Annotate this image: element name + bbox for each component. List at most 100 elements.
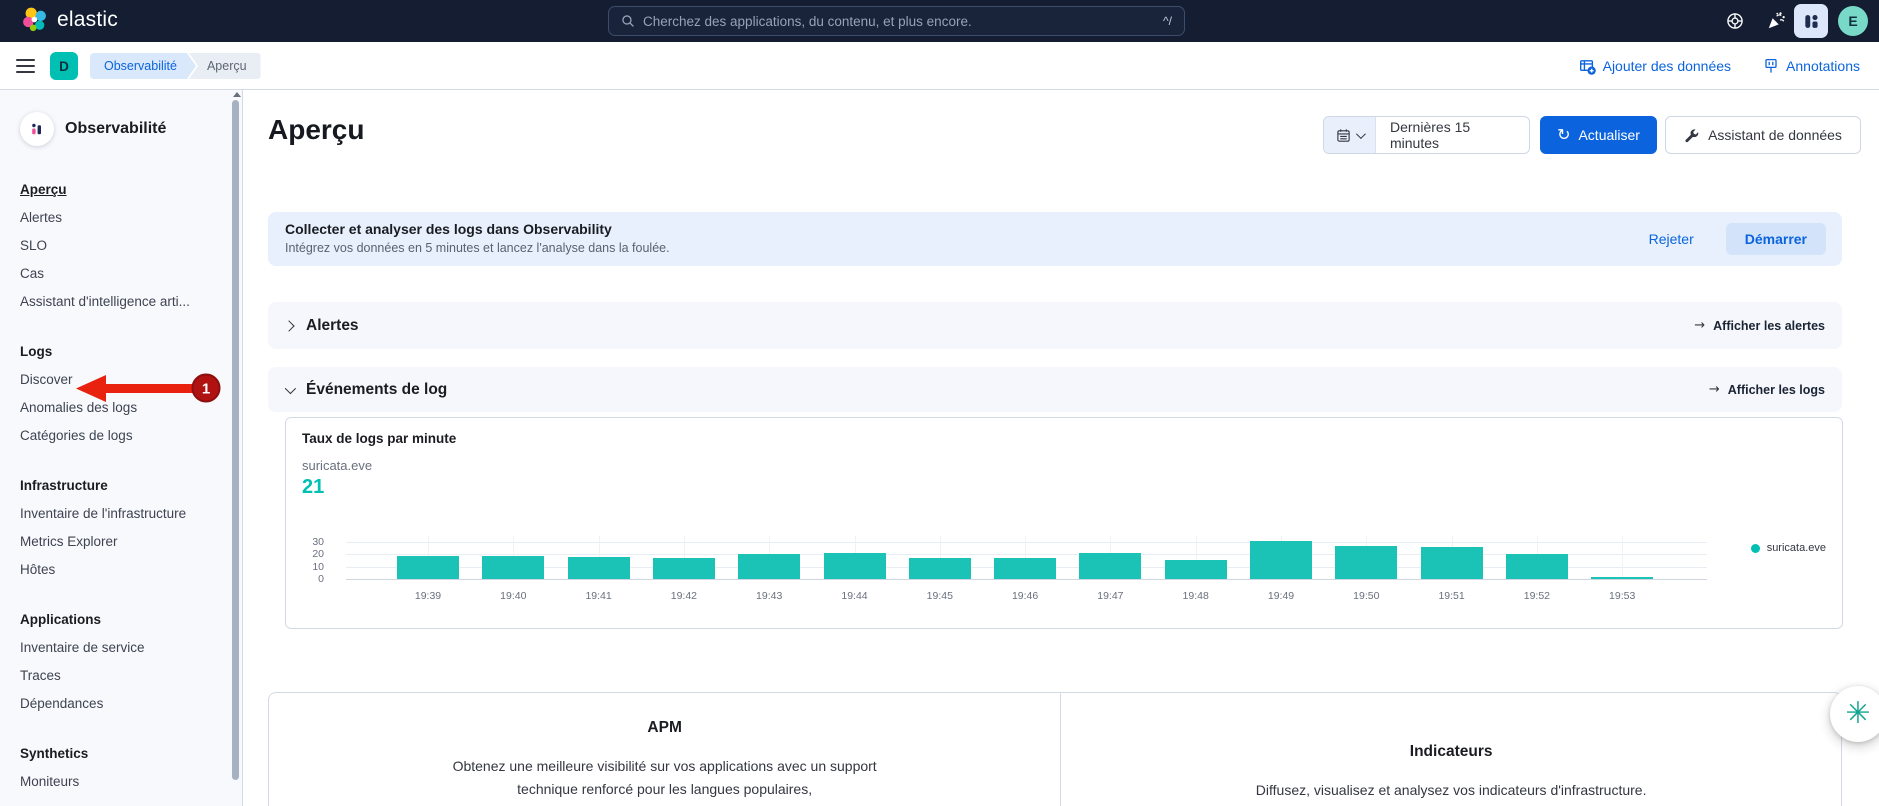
sidebar-scrollbar[interactable] bbox=[232, 100, 239, 780]
elastic-logo[interactable]: elastic bbox=[22, 7, 118, 33]
x-axis-label: 19:46 bbox=[1012, 590, 1038, 602]
shortcut-hint: ^/ bbox=[1163, 14, 1172, 28]
data-assistant-button[interactable]: Assistant de données bbox=[1665, 116, 1861, 154]
global-header: elastic ^/ bbox=[0, 0, 1879, 42]
sidebar-item-inventaire-de-l-infrastructure[interactable]: Inventaire de l'infrastructure bbox=[20, 500, 222, 528]
time-range-value[interactable]: Dernières 15 minutes bbox=[1376, 117, 1529, 153]
sidebar-item-h-tes[interactable]: Hôtes bbox=[20, 556, 222, 584]
y-axis-label: 20 bbox=[312, 548, 324, 560]
banner-title: Collecter et analyser des logs dans Obse… bbox=[285, 221, 612, 237]
global-search[interactable]: ^/ bbox=[608, 6, 1185, 36]
y-axis-label: 0 bbox=[318, 573, 324, 585]
chart-current-value: 21 bbox=[302, 476, 324, 499]
calendar-icon bbox=[1336, 128, 1351, 143]
help-button[interactable] bbox=[1726, 12, 1744, 35]
chart-bar bbox=[738, 554, 800, 579]
sidebar-item-moniteurs[interactable]: Moniteurs bbox=[20, 768, 222, 796]
search-icon bbox=[621, 14, 635, 28]
chevron-down-icon bbox=[285, 382, 296, 393]
log-events-section-title: Événements de log bbox=[306, 381, 447, 399]
chart-bar bbox=[653, 558, 715, 579]
x-axis-label: 19:47 bbox=[1097, 590, 1123, 602]
sidebar-item-discover[interactable]: Discover bbox=[20, 366, 222, 394]
user-avatar[interactable]: E bbox=[1838, 6, 1868, 36]
party-popper-icon bbox=[1766, 11, 1786, 31]
search-input[interactable] bbox=[643, 14, 1155, 29]
apps-grid-icon bbox=[1803, 13, 1820, 30]
banner-subtitle: Intégrez vos données en 5 minutes et lan… bbox=[285, 241, 670, 255]
chart-bar bbox=[1079, 553, 1141, 579]
data-assistant-label: Assistant de données bbox=[1708, 127, 1842, 143]
x-axis-label: 19:53 bbox=[1609, 590, 1635, 602]
app-switcher-button[interactable] bbox=[1794, 4, 1828, 38]
banner-actions: Rejeter Démarrer bbox=[1649, 212, 1826, 266]
annotation-flag-icon bbox=[1763, 58, 1779, 74]
sidebar-item-metrics-explorer[interactable]: Metrics Explorer bbox=[20, 528, 222, 556]
menu-button[interactable] bbox=[16, 59, 35, 73]
gridline bbox=[346, 542, 1707, 543]
sidebar-section-header: Synthetics bbox=[20, 740, 222, 768]
x-axis-label: 19:39 bbox=[415, 590, 441, 602]
bar-chart-plot bbox=[346, 536, 1707, 579]
alerts-section-title: Alertes bbox=[306, 317, 359, 335]
observability-overview-page: elastic ^/ bbox=[0, 0, 1879, 806]
date-picker: Dernières 15 minutes bbox=[1323, 116, 1530, 154]
x-axis-label: 19:43 bbox=[756, 590, 782, 602]
sidebar-header: Observabilité bbox=[20, 112, 166, 146]
sidebar-item-inventaire-de-service[interactable]: Inventaire de service bbox=[20, 634, 222, 662]
annotations-button[interactable]: Annotations bbox=[1763, 58, 1860, 74]
apm-card: APM Obtenez une meilleure visibilité sur… bbox=[269, 693, 1061, 806]
alerts-accordion-toggle[interactable]: Alertes bbox=[285, 302, 359, 349]
elastic-logo-text: elastic bbox=[57, 8, 118, 32]
arrow-right-icon: → bbox=[1694, 318, 1705, 333]
chart-bar bbox=[397, 556, 459, 579]
sidebar-item-cas[interactable]: Cas bbox=[20, 260, 222, 288]
chart-bar bbox=[568, 557, 630, 579]
quick-select-button[interactable] bbox=[1324, 117, 1376, 153]
start-button[interactable]: Démarrer bbox=[1726, 223, 1826, 255]
x-axis-label: 19:50 bbox=[1353, 590, 1379, 602]
chart-bar bbox=[909, 558, 971, 579]
sidebar-item-aper-u[interactable]: Aperçu bbox=[20, 176, 222, 204]
refresh-icon: ↻ bbox=[1557, 127, 1570, 143]
view-logs-label: Afficher les logs bbox=[1728, 383, 1825, 397]
sidebar-item-cat-gories-de-logs[interactable]: Catégories de logs bbox=[20, 422, 222, 450]
sidebar-section-header: Applications bbox=[20, 606, 222, 634]
sidebar-section-header: Logs bbox=[20, 338, 222, 366]
chart-bar bbox=[1506, 554, 1568, 579]
chart-legend[interactable]: suricata.eve bbox=[1751, 542, 1826, 554]
sidebar-item-alertes[interactable]: Alertes bbox=[20, 204, 222, 232]
view-alerts-link[interactable]: → Afficher les alertes bbox=[1694, 302, 1825, 349]
view-alerts-label: Afficher les alertes bbox=[1713, 319, 1825, 333]
x-axis-label: 19:42 bbox=[671, 590, 697, 602]
gridline bbox=[346, 554, 1707, 555]
bottom-cards: APM Obtenez une meilleure visibilité sur… bbox=[268, 692, 1842, 806]
log-events-accordion-toggle[interactable]: Événements de log bbox=[285, 367, 447, 412]
refresh-button[interactable]: ↻ Actualiser bbox=[1540, 116, 1657, 154]
add-data-icon bbox=[1579, 58, 1596, 75]
breadcrumb-observability[interactable]: Observabilité bbox=[90, 53, 196, 79]
scrollbar-up-arrow[interactable] bbox=[233, 92, 241, 97]
chat-widget-button[interactable]: ✳ bbox=[1830, 686, 1879, 742]
add-data-button[interactable]: Ajouter des données bbox=[1579, 58, 1731, 75]
sidebar-item-anomalies-des-logs[interactable]: Anomalies des logs bbox=[20, 394, 222, 422]
sidebar-item-slo[interactable]: SLO bbox=[20, 232, 222, 260]
sidebar-item-d-pendances[interactable]: Dépendances bbox=[20, 690, 222, 718]
view-logs-link[interactable]: → Afficher les logs bbox=[1709, 367, 1825, 412]
sidebar-item-assistant-d-intelligence-arti[interactable]: Assistant d'intelligence arti... bbox=[20, 288, 222, 316]
whats-new-button[interactable] bbox=[1766, 11, 1786, 36]
sidebar-item-traces[interactable]: Traces bbox=[20, 662, 222, 690]
space-badge[interactable]: D bbox=[50, 52, 78, 80]
x-axis-label: 19:44 bbox=[841, 590, 867, 602]
chevron-right-icon bbox=[283, 320, 294, 331]
reject-button[interactable]: Rejeter bbox=[1649, 231, 1694, 247]
elastic-logo-icon bbox=[22, 7, 48, 33]
chart-bar bbox=[1165, 560, 1227, 579]
chart-bar bbox=[1421, 547, 1483, 579]
chevron-down-icon bbox=[1356, 129, 1366, 139]
legend-dot bbox=[1751, 544, 1760, 553]
sidebar-nav: AperçuAlertesSLOCasAssistant d'intellige… bbox=[20, 176, 222, 796]
x-axis-label: 19:48 bbox=[1183, 590, 1209, 602]
chart-bar bbox=[994, 558, 1056, 579]
y-axis-label: 10 bbox=[312, 561, 324, 573]
